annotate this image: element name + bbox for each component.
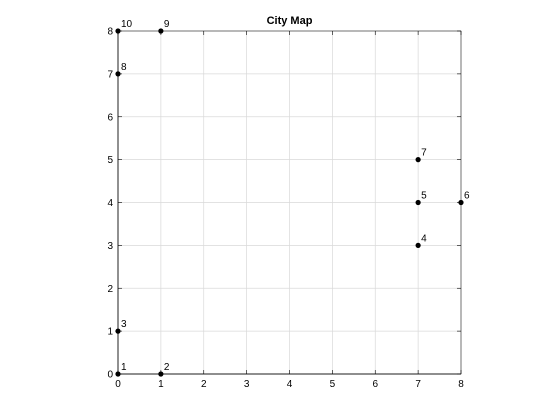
y-tick-label-6: 6: [107, 112, 113, 123]
data-point-9: [158, 28, 164, 34]
y-tick-label-2: 2: [107, 284, 113, 295]
x-tick-label-4: 4: [287, 379, 293, 390]
point-label-8: 8: [121, 62, 127, 73]
point-label-3: 3: [121, 319, 127, 330]
y-tick-label-8: 8: [107, 27, 113, 38]
data-point-10: [115, 28, 121, 34]
data-point-5: [415, 199, 421, 206]
x-tick-label-5: 5: [330, 379, 336, 390]
point-label-4: 4: [421, 233, 427, 244]
x-tick-label-6: 6: [372, 379, 378, 390]
y-tick-label-1: 1: [107, 327, 113, 338]
point-label-9: 9: [164, 19, 170, 30]
data-point-7: [415, 157, 421, 163]
data-point-2: [158, 371, 164, 377]
x-tick-label-8: 8: [458, 379, 464, 390]
x-tick-label-3: 3: [244, 379, 250, 390]
x-tick-label-2: 2: [201, 379, 207, 390]
point-label-1: 1: [121, 362, 127, 373]
x-tick-label-0: 0: [115, 379, 121, 390]
x-tick-label-7: 7: [415, 379, 421, 390]
y-tick-label-7: 7: [107, 69, 113, 80]
y-tick-label-5: 5: [107, 155, 113, 166]
point-label-6: 6: [464, 191, 470, 202]
data-point-4: [415, 242, 421, 248]
point-label-7: 7: [421, 148, 427, 159]
data-point-8: [115, 71, 121, 77]
y-tick-label-4: 4: [107, 198, 113, 209]
data-point-6: [458, 199, 464, 206]
y-tick-label-3: 3: [107, 241, 113, 252]
data-point-1: [115, 371, 121, 377]
chart-title: City Map: [267, 15, 313, 27]
point-label-2: 2: [164, 362, 170, 373]
data-points: 1 2 3 4 5 6 7 8 9 10: [115, 19, 470, 377]
y-tick-label-0: 0: [107, 370, 113, 381]
data-point-3: [115, 328, 121, 334]
point-label-10: 10: [121, 19, 133, 30]
x-tick-label-1: 1: [158, 379, 164, 390]
point-label-5: 5: [421, 191, 427, 202]
